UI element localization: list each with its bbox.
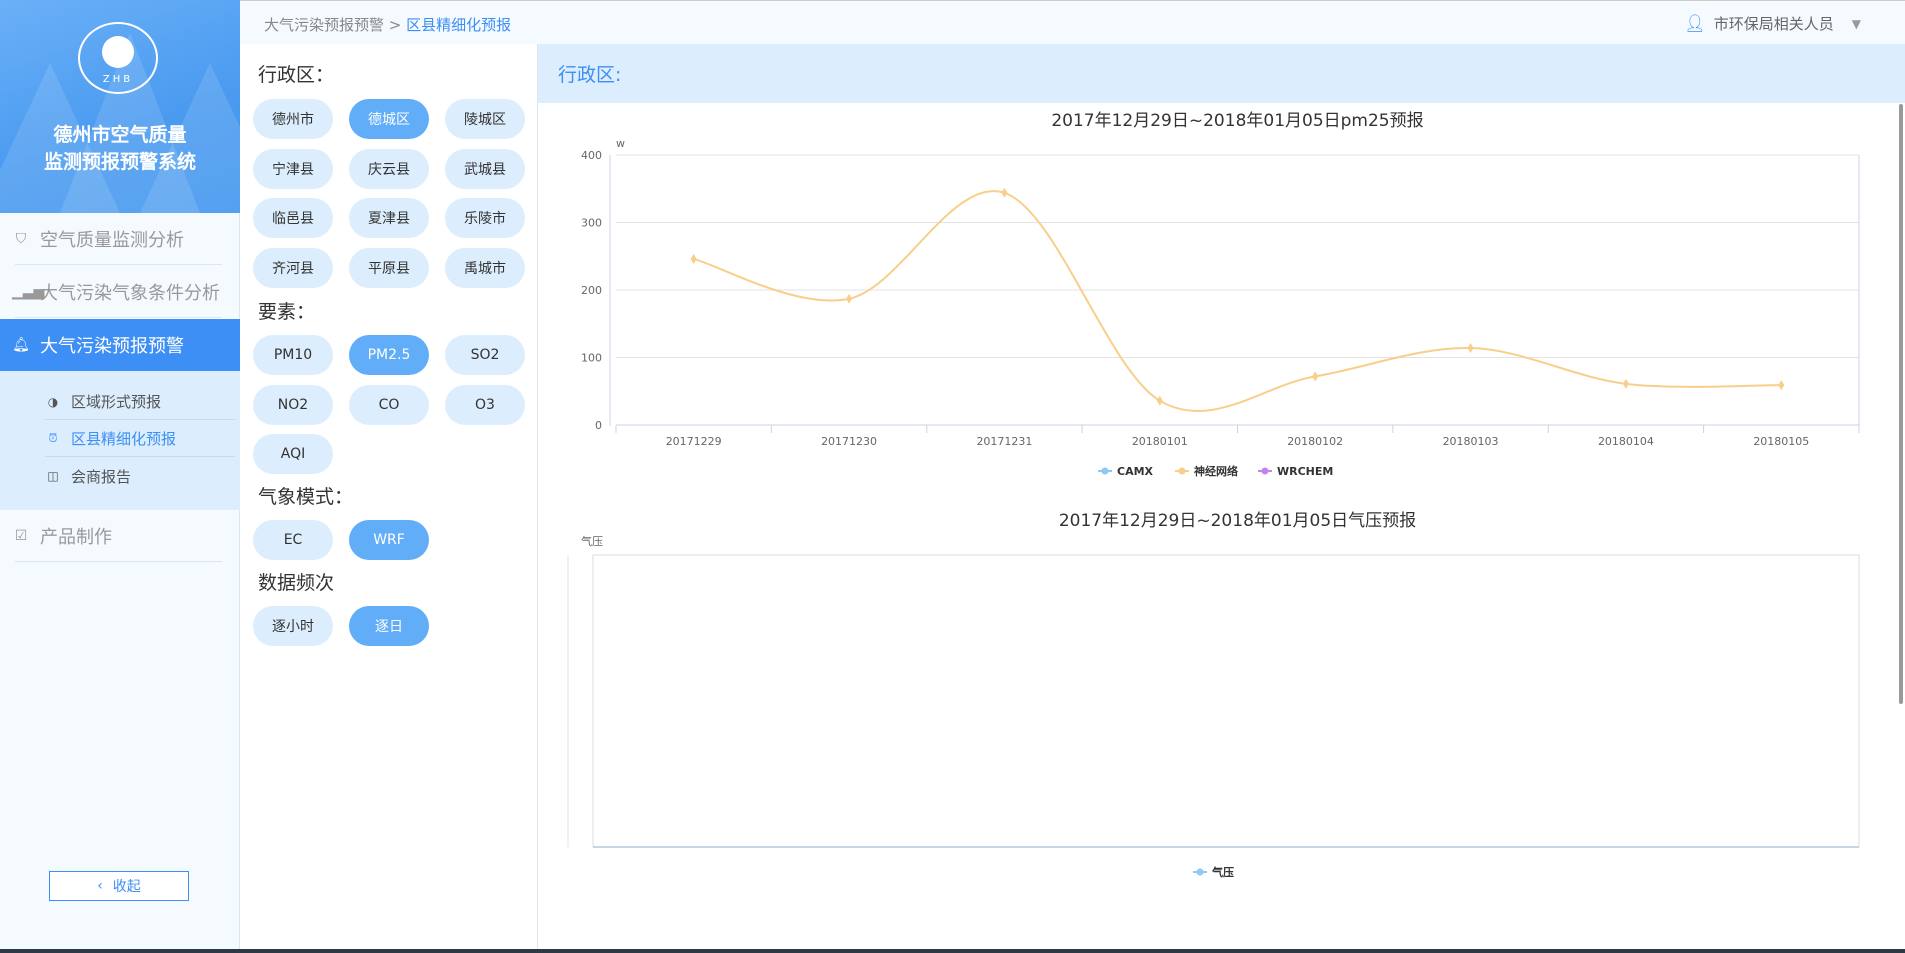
user-menu[interactable]: 👤︎ 市环保局相关人员 ▼ [1684,13,1861,34]
data-point [1778,380,1785,391]
chart-title: 2017年12月29日~2018年01月05日气压预报 [1059,511,1416,531]
element-option[interactable]: AQI [253,434,333,474]
legend-item: 气压 [1211,865,1234,879]
main-header: 行政区: [538,44,1905,103]
x-tick-label: 20180101 [1132,435,1188,448]
y-tick-label: 0 [595,419,602,432]
legend-marker-dot [1261,467,1269,475]
data-point [1156,395,1163,406]
bar-chart-icon: ▁▃▅ [12,284,45,300]
district-option[interactable]: 陵城区 [445,99,525,139]
data-point [1622,378,1629,389]
y-axis-label: 气压 [581,534,603,548]
district-option[interactable]: 德城区 [349,99,429,139]
district-option[interactable]: 德州市 [253,99,333,139]
x-tick-label: 20171229 [666,435,722,448]
y-tick-label: 300 [581,217,602,230]
chevron-left-icon: ‹ [97,878,103,894]
legend-item: WRCHEM [1277,465,1333,478]
logo-seal: ZHB [78,22,158,94]
user-name: 市环保局相关人员 [1713,15,1834,33]
breadcrumb-item[interactable]: 大气污染预报预警 [264,16,385,34]
menu-pollution-forecast[interactable]: 🔔︎ 大气污染预报预警 [0,319,240,371]
sidebar: ZHB 德州市空气质量 监测预报预警系统 ⛉ 空气质量监测分析 ▁▃▅ 大气污染气象条… [0,0,240,953]
caret-down-icon: ▼ [1851,16,1861,31]
district-option[interactable]: 乐陵市 [445,198,525,238]
plot-area [592,554,1860,848]
district-option[interactable]: 齐河县 [253,247,333,288]
district-label: 行政区： [258,64,335,86]
element-option[interactable]: O3 [445,384,525,425]
legend-marker-dot [1178,467,1186,475]
x-tick-label: 20180105 [1753,435,1809,448]
scrollbar[interactable] [1899,104,1903,704]
district-option[interactable]: 庆云县 [349,148,429,189]
menu-air-quality-monitoring[interactable]: ⛉ 空气质量监测分析 [0,213,240,265]
submenu: ◑ 区域形式预报 ⏰︎ 区县精细化预报 ◫ 会商报告 [0,371,240,510]
model-option[interactable]: EC [253,520,333,560]
freq-option[interactable]: 逐小时 [253,606,333,646]
data-point [846,293,853,304]
half-circle-icon: ◑ [47,394,59,409]
data-point [690,253,697,264]
shield-icon: ⛉ [15,231,27,247]
y-tick-label: 200 [581,284,602,297]
element-option[interactable]: NO2 [253,384,333,425]
system-title: 德州市空气质量 监测预报预警系统 [43,124,196,173]
breadcrumb: 大气污染预报预警 > 区县精细化预报 [264,14,511,35]
x-tick-label: 20180103 [1443,435,1499,448]
x-tick-label: 20171230 [821,435,877,448]
element-option[interactable]: PM10 [253,335,333,375]
filter-panel: 行政区： 德州市 德城区 陵城区宁津县 庆云县 武城县临邑县 夏津县 乐陵市齐河县 平原县 禹城市… [240,44,538,953]
model-label: 气象模式： [258,486,354,508]
submenu-regional-forecast[interactable]: ◑ 区域形式预报 [45,384,235,420]
element-option[interactable]: SO2 [445,335,525,375]
alarm-icon: ⏰︎ [48,431,58,445]
freq-option[interactable]: 逐日 [349,606,429,646]
clipboard-check-icon: ☑ [14,528,28,544]
y-axis-label: w [616,137,625,150]
data-point [1312,371,1319,382]
charts-area: 2017年12月29日~2018年01月05日pm25预报 w 0 100 200 300… [567,111,1860,879]
district-option[interactable]: 宁津县 [253,148,333,189]
submenu-county-forecast[interactable]: ⏰︎ 区县精细化预报 [45,421,235,457]
legend-marker-dot [1196,868,1204,876]
logo-banner: ZHB 德州市空气质量 监测预报预警系统 [0,0,240,213]
top-bar: 大气污染预报预警 > 区县精细化预报 👤︎ 市环保局相关人员 ▼ [240,0,1905,44]
taskbar [0,949,1905,953]
model-option[interactable]: WRF [349,520,429,560]
breadcrumb-current: 区县精细化预报 [406,16,512,34]
camera-icon: ◫ [47,469,59,483]
y-tick-label: 100 [581,352,602,365]
x-tick-label: 20171231 [976,435,1032,448]
user-icon: 👤︎ [1684,13,1706,34]
y-tick-label: 400 [581,149,602,162]
bell-icon: 🔔︎ [12,337,30,353]
element-label: 要素： [258,301,316,323]
district-option[interactable]: 平原县 [349,247,429,288]
data-point [1467,343,1474,354]
data-point [1001,187,1008,198]
chart-title: 2017年12月29日~2018年01月05日pm25预报 [1051,111,1423,131]
legend-item: CAMX [1117,465,1154,478]
district-option[interactable]: 禹城市 [445,247,525,288]
chevron-right-icon: > [388,16,402,34]
freq-label: 数据频次 [258,572,335,594]
collapse-button[interactable]: ‹ 收起 [49,871,189,901]
legend-marker-dot [1101,467,1109,475]
element-option[interactable]: CO [349,384,429,425]
element-option[interactable]: PM2.5 [349,335,429,375]
menu-weather-conditions[interactable]: ▁▃▅ 大气污染气象条件分析 [0,266,240,318]
x-tick-label: 20180102 [1287,435,1343,448]
x-tick-label: 20180104 [1598,435,1654,448]
menu-product-making[interactable]: ☑ 产品制作 [0,510,240,562]
district-option[interactable]: 临邑县 [253,198,333,238]
district-option[interactable]: 武城县 [445,148,525,189]
submenu-consultation-report[interactable]: ◫ 会商报告 [45,458,235,494]
district-option[interactable]: 夏津县 [349,198,429,238]
legend-item: 神经网络 [1194,464,1238,478]
main-content: 行政区: 2017年12月29日~2018年01月05日pm25预报 w 0 100 2… [538,44,1905,953]
series-line [693,190,1782,412]
